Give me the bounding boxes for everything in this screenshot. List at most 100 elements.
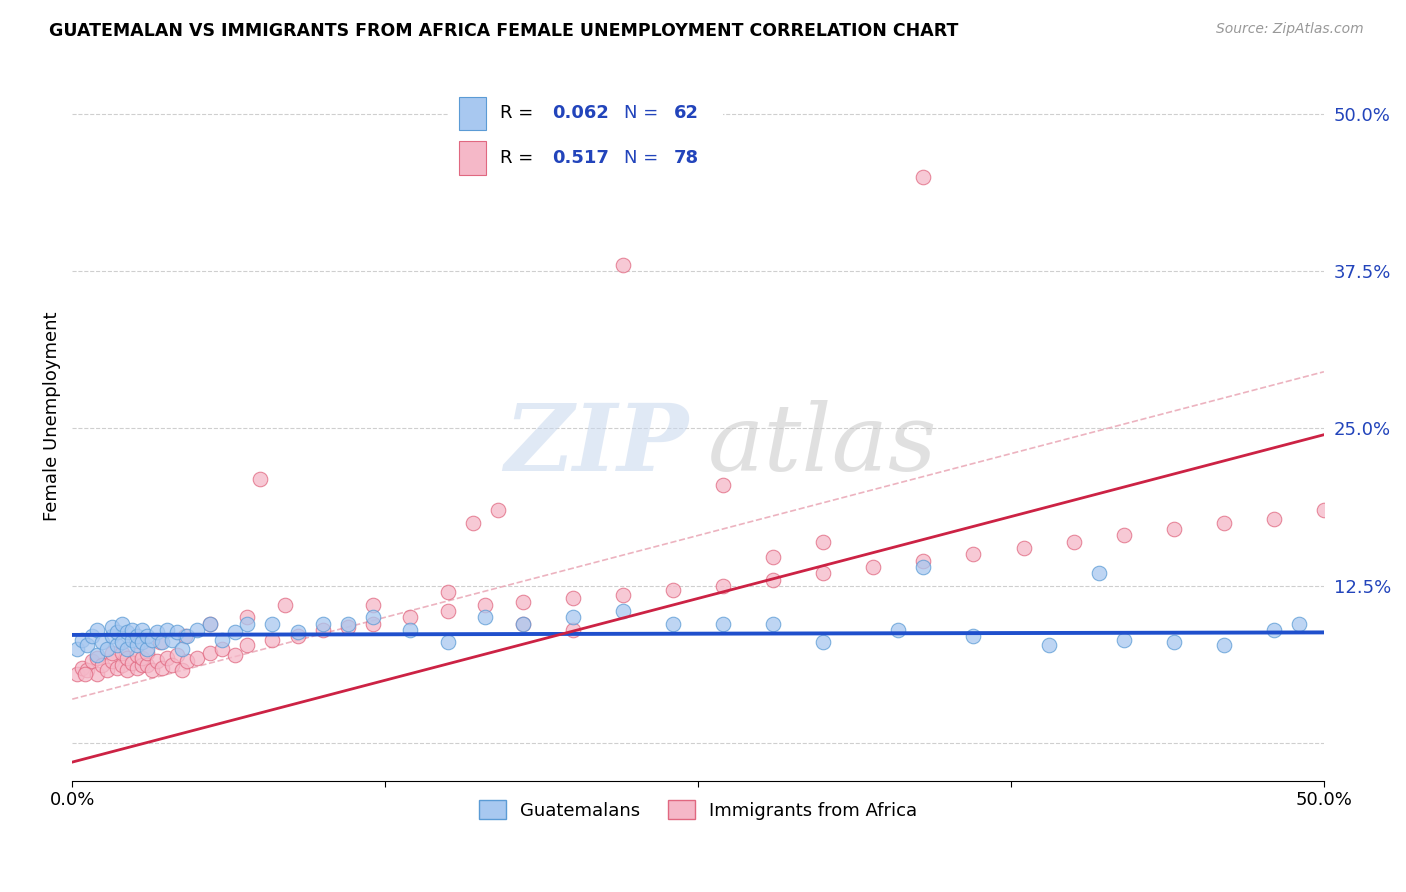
Point bbox=[162, 658, 184, 673]
Point bbox=[186, 623, 208, 637]
Point bbox=[173, 629, 195, 643]
Point bbox=[399, 623, 422, 637]
Point bbox=[76, 638, 98, 652]
Point bbox=[111, 658, 134, 673]
Point bbox=[105, 638, 128, 652]
Point bbox=[1112, 632, 1135, 647]
Point bbox=[612, 588, 634, 602]
Point bbox=[101, 646, 124, 660]
Point bbox=[512, 616, 534, 631]
Point bbox=[127, 638, 149, 652]
Point bbox=[436, 585, 458, 599]
Point bbox=[186, 650, 208, 665]
Point bbox=[131, 650, 153, 665]
Point bbox=[287, 629, 309, 643]
Point bbox=[762, 549, 785, 564]
Point bbox=[361, 610, 384, 624]
Point bbox=[70, 661, 93, 675]
Point bbox=[711, 616, 734, 631]
Point bbox=[1112, 528, 1135, 542]
Point bbox=[224, 625, 246, 640]
Point bbox=[711, 478, 734, 492]
Point bbox=[117, 663, 139, 677]
Point bbox=[361, 616, 384, 631]
Point bbox=[486, 503, 509, 517]
Point bbox=[561, 591, 583, 606]
Text: Source: ZipAtlas.com: Source: ZipAtlas.com bbox=[1216, 22, 1364, 37]
Point bbox=[813, 534, 835, 549]
Point bbox=[131, 623, 153, 637]
Point bbox=[399, 610, 422, 624]
Point bbox=[82, 629, 104, 643]
Point bbox=[762, 573, 785, 587]
Point bbox=[121, 632, 143, 647]
Point bbox=[612, 604, 634, 618]
Point bbox=[117, 650, 139, 665]
Point bbox=[474, 598, 496, 612]
Point bbox=[176, 654, 198, 668]
Point bbox=[96, 641, 118, 656]
Point bbox=[121, 656, 143, 670]
Point bbox=[336, 620, 359, 634]
Point bbox=[172, 641, 194, 656]
Point bbox=[136, 641, 159, 656]
Point bbox=[236, 638, 259, 652]
Point bbox=[1163, 635, 1185, 649]
Point bbox=[813, 635, 835, 649]
Point bbox=[146, 654, 169, 668]
Point bbox=[156, 623, 179, 637]
Point bbox=[166, 625, 188, 640]
Point bbox=[96, 663, 118, 677]
Point bbox=[474, 610, 496, 624]
Point bbox=[117, 625, 139, 640]
Point bbox=[436, 604, 458, 618]
Point bbox=[1212, 638, 1234, 652]
Point bbox=[224, 648, 246, 662]
Point bbox=[117, 641, 139, 656]
Point bbox=[127, 629, 149, 643]
Point bbox=[141, 663, 163, 677]
Point bbox=[512, 595, 534, 609]
Point bbox=[91, 635, 114, 649]
Text: GUATEMALAN VS IMMIGRANTS FROM AFRICA FEMALE UNEMPLOYMENT CORRELATION CHART: GUATEMALAN VS IMMIGRANTS FROM AFRICA FEM… bbox=[49, 22, 959, 40]
Point bbox=[101, 629, 124, 643]
Point bbox=[198, 616, 221, 631]
Point bbox=[1263, 512, 1285, 526]
Point bbox=[662, 616, 685, 631]
Point bbox=[82, 654, 104, 668]
Point bbox=[70, 632, 93, 647]
Point bbox=[461, 516, 484, 530]
Point bbox=[172, 663, 194, 677]
Text: ZIP: ZIP bbox=[503, 400, 688, 490]
Point bbox=[136, 658, 159, 673]
Point bbox=[612, 258, 634, 272]
Point bbox=[111, 635, 134, 649]
Point bbox=[711, 579, 734, 593]
Point bbox=[336, 616, 359, 631]
Point bbox=[66, 667, 89, 681]
Point bbox=[86, 648, 108, 662]
Point bbox=[150, 635, 173, 649]
Point bbox=[127, 648, 149, 662]
Point bbox=[962, 547, 984, 561]
Point bbox=[249, 472, 271, 486]
Point bbox=[762, 616, 785, 631]
Point bbox=[311, 623, 333, 637]
Point bbox=[86, 650, 108, 665]
Legend: Guatemalans, Immigrants from Africa: Guatemalans, Immigrants from Africa bbox=[471, 793, 925, 827]
Point bbox=[1038, 638, 1060, 652]
Point bbox=[1012, 541, 1035, 555]
Point bbox=[198, 616, 221, 631]
Point bbox=[962, 629, 984, 643]
Point bbox=[136, 629, 159, 643]
Point bbox=[1163, 522, 1185, 536]
Point bbox=[149, 635, 172, 649]
Point bbox=[912, 169, 935, 184]
Point bbox=[561, 610, 583, 624]
Point bbox=[76, 663, 98, 677]
Point bbox=[1263, 623, 1285, 637]
Point bbox=[86, 667, 108, 681]
Point bbox=[512, 616, 534, 631]
Point bbox=[150, 661, 173, 675]
Point bbox=[66, 641, 89, 656]
